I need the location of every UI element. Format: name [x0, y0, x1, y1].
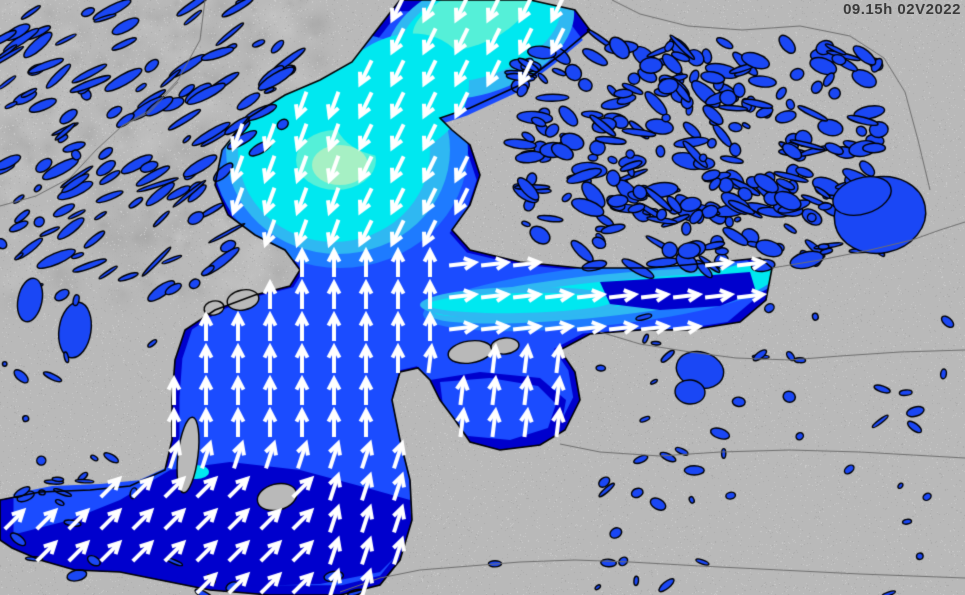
forecast-timestamp-label: 09.15h 02V2022: [843, 1, 961, 18]
